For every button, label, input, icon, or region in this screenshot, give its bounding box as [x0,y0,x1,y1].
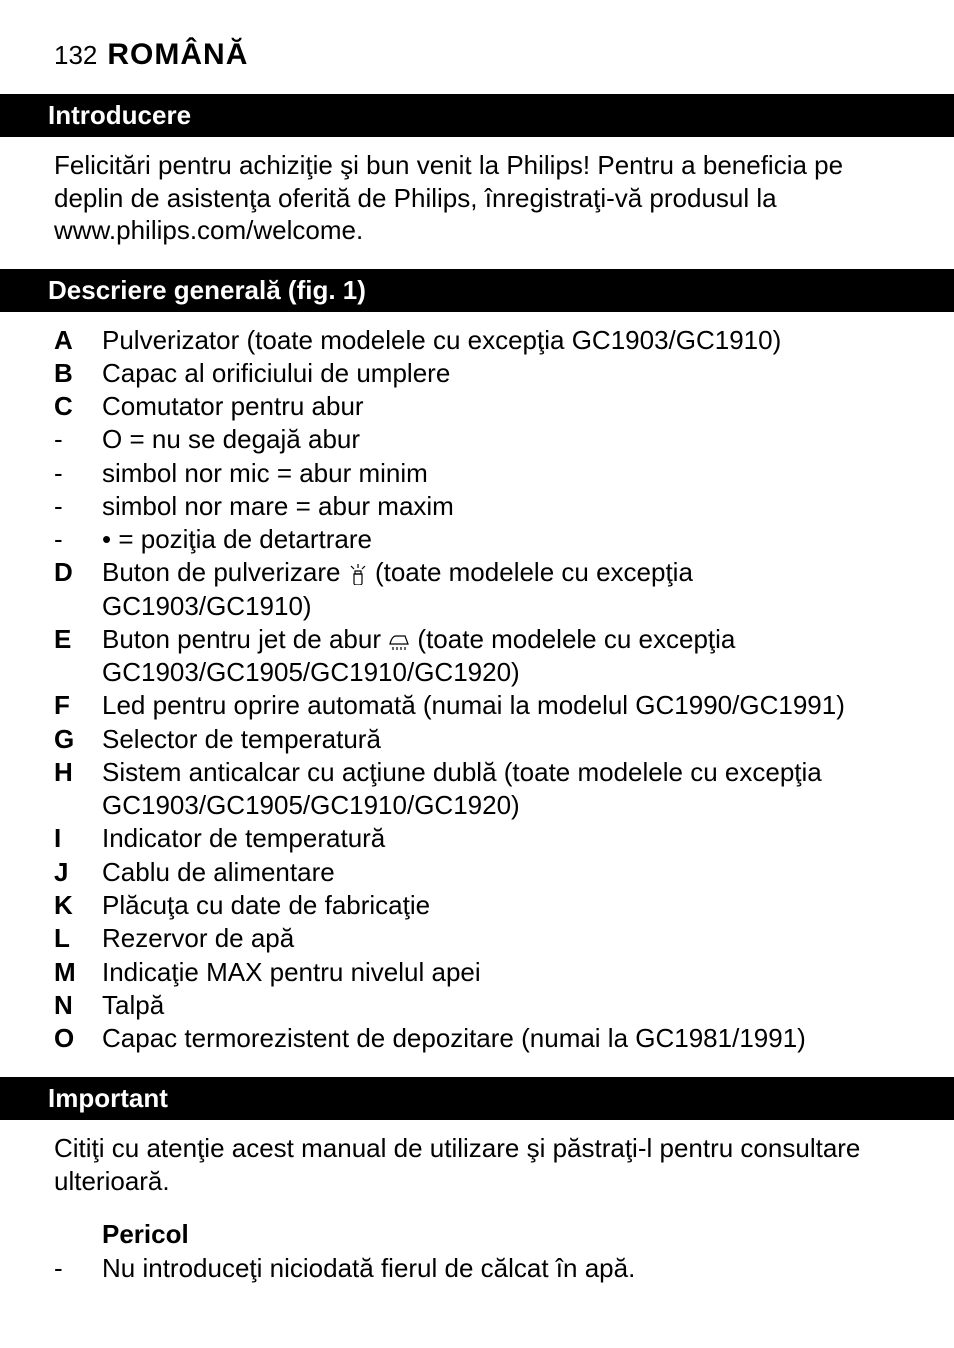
list-item-lettered: MIndicaţie MAX pentru nivelul apei [54,956,900,989]
list-item-lettered: OCapac termorezistent de depozitare (num… [54,1022,900,1055]
item-text: Selector de temperatură [102,723,900,756]
item-letter: O [54,1022,102,1055]
item-letter: A [54,324,102,357]
item-letter: H [54,756,102,823]
section-title-overview: Descriere generală (fig. 1) [0,269,954,312]
item-letter: J [54,856,102,889]
list-item-dashed: -• = poziţia de detartrare [54,523,900,556]
list-item-lettered: NTalpă [54,989,900,1022]
item-letter: K [54,889,102,922]
important-body: Citiţi cu atenţie acest manual de utiliz… [54,1132,900,1197]
danger-heading: Pericol [54,1219,900,1250]
list-item-dashed: -simbol nor mare = abur maxim [54,490,900,523]
list-item-lettered: JCablu de alimentare [54,856,900,889]
item-text: Sistem anticalcar cu acţiune dublă (toat… [102,756,900,823]
item-text: O = nu se degajă abur [102,423,900,456]
item-letter: I [54,822,102,855]
item-text: simbol nor mare = abur maxim [102,490,900,523]
danger-list: -Nu introduceţi niciodată fierul de călc… [54,1252,900,1285]
overview-list: APulverizator (toate modelele cu excepţi… [54,324,900,1056]
list-item-lettered: APulverizator (toate modelele cu excepţi… [54,324,900,357]
item-dash: - [54,523,102,556]
list-item-dashed: -Nu introduceţi niciodată fierul de călc… [54,1252,900,1285]
item-letter: C [54,390,102,423]
item-text: Indicaţie MAX pentru nivelul apei [102,956,900,989]
list-item-lettered: EButon pentru jet de abur (toate modelel… [54,623,900,690]
list-item-lettered: KPlăcuţa cu date de fabricaţie [54,889,900,922]
language-title: ROMÂNĂ [107,38,248,72]
item-dash: - [54,457,102,490]
item-text: simbol nor mic = abur minim [102,457,900,490]
item-text: • = poziţia de detartrare [102,523,900,556]
list-item-lettered: LRezervor de apă [54,922,900,955]
item-dash: - [54,490,102,523]
item-text: Cablu de alimentare [102,856,900,889]
item-letter: B [54,357,102,390]
item-text: Led pentru oprire automată (numai la mod… [102,689,900,722]
item-text: Buton pentru jet de abur (toate modelele… [102,623,900,690]
item-text: Rezervor de apă [102,922,900,955]
item-text: Indicator de temperatură [102,822,900,855]
item-dash: - [54,1252,102,1285]
list-item-lettered: GSelector de temperatură [54,723,900,756]
page-header: 132 ROMÂNĂ [54,38,900,72]
list-item-lettered: BCapac al orificiului de umplere [54,357,900,390]
list-item-lettered: IIndicator de temperatură [54,822,900,855]
item-text: Comutator pentru abur [102,390,900,423]
item-text: Nu introduceţi niciodată fierul de călca… [102,1252,900,1285]
item-letter: G [54,723,102,756]
item-letter: L [54,922,102,955]
item-text: Buton de pulverizare (toate modelele cu … [102,556,900,623]
section-title-intro: Introducere [0,94,954,137]
item-text: Pulverizator (toate modelele cu excepţia… [102,324,900,357]
manual-page: 132 ROMÂNĂ Introducere Felicitări pentru… [0,0,954,1348]
list-item-lettered: HSistem anticalcar cu acţiune dublă (toa… [54,756,900,823]
item-letter: N [54,989,102,1022]
intro-body: Felicitări pentru achiziţie şi bun venit… [54,149,900,247]
item-letter: E [54,623,102,690]
list-item-dashed: - O = nu se degajă abur [54,423,900,456]
spray-icon [348,563,368,585]
item-text: Plăcuţa cu date de fabricaţie [102,889,900,922]
item-text: Capac al orificiului de umplere [102,357,900,390]
item-dash: - [54,423,102,456]
section-title-important: Important [0,1077,954,1120]
item-letter: D [54,556,102,623]
item-text: Capac termorezistent de depozitare (numa… [102,1022,900,1055]
page-number: 132 [54,40,97,71]
list-item-lettered: DButon de pulverizare (toate modelele cu… [54,556,900,623]
list-item-lettered: CComutator pentru abur [54,390,900,423]
item-letter: F [54,689,102,722]
list-item-dashed: -simbol nor mic = abur minim [54,457,900,490]
item-letter: M [54,956,102,989]
list-item-lettered: FLed pentru oprire automată (numai la mo… [54,689,900,722]
steam-icon [388,631,410,651]
item-text: Talpă [102,989,900,1022]
